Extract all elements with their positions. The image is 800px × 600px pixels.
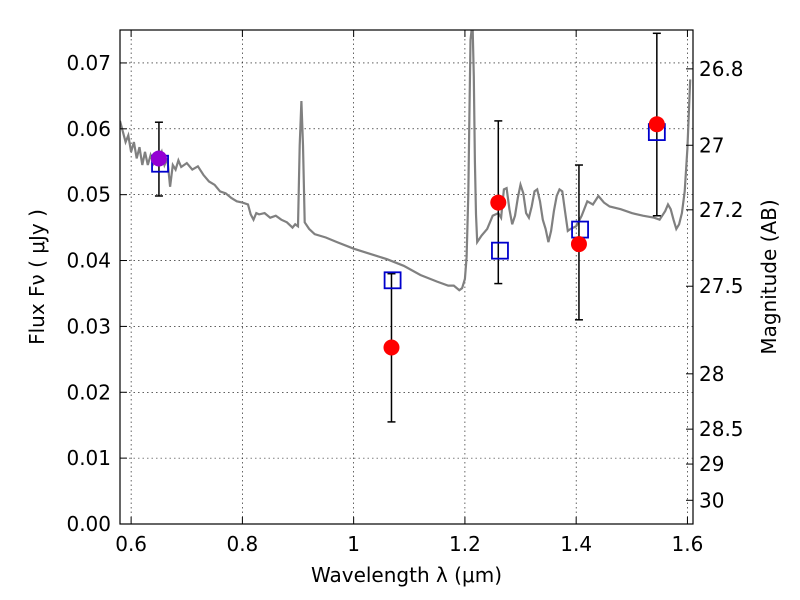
x-tick-label: 0.8 bbox=[226, 532, 258, 556]
spectrum-layer bbox=[120, 30, 692, 292]
y2-tick-label: 29 bbox=[699, 452, 724, 476]
observed-photometry-point bbox=[490, 194, 507, 211]
model-spectrum-line bbox=[120, 30, 692, 292]
x-tick-label: 0.6 bbox=[115, 532, 147, 556]
y2-tick-label: 28 bbox=[699, 362, 724, 386]
observed-photometry-point bbox=[570, 236, 587, 253]
errorbar-layer bbox=[154, 32, 661, 423]
y2-tick-label: 27 bbox=[699, 133, 724, 157]
x-tick-label: 1.2 bbox=[449, 532, 481, 556]
x-tick-label: 1.4 bbox=[560, 532, 592, 556]
y-tick-label: 0.00 bbox=[66, 512, 111, 536]
y2-tick-label: 30 bbox=[699, 488, 724, 512]
observed-photometry-point bbox=[648, 116, 665, 133]
axis-ticks: 0.6 0.8 1 1.2 1.4 1.6 0.00 0.01 0.02 0.03 0.04 0.05… bbox=[66, 30, 744, 556]
y-tick-label: 0.05 bbox=[66, 183, 111, 207]
observed-photometry-point bbox=[150, 150, 167, 167]
y2-tick-label: 28.5 bbox=[699, 417, 744, 441]
y2-axis-label: Magnitude (AB) bbox=[757, 199, 781, 354]
y-tick-label: 0.04 bbox=[66, 249, 111, 273]
y2-tick-label: 27.5 bbox=[699, 274, 744, 298]
model-photometry-square bbox=[571, 220, 589, 239]
observed-photometry-layer bbox=[150, 116, 665, 356]
grid-lines bbox=[120, 30, 693, 525]
y2-tick-label: 27.2 bbox=[699, 198, 744, 222]
model-photometry-layer bbox=[151, 123, 666, 290]
x-tick-label: 1 bbox=[347, 532, 360, 556]
y-tick-label: 0.07 bbox=[66, 51, 111, 75]
y2-tick-label: 26.8 bbox=[699, 57, 744, 81]
model-photometry-square bbox=[383, 271, 402, 290]
observed-photometry-point bbox=[383, 339, 400, 356]
y-tick-label: 0.01 bbox=[66, 446, 111, 470]
y-tick-label: 0.03 bbox=[66, 314, 111, 338]
y-axis-label: Flux Fν ( μJy ) bbox=[25, 209, 49, 345]
x-axis-label: Wavelength λ (μm) bbox=[311, 563, 502, 587]
model-photometry-square bbox=[491, 241, 509, 260]
y-tick-label: 0.06 bbox=[66, 117, 111, 141]
plot-frame bbox=[119, 29, 694, 525]
y-tick-label: 0.02 bbox=[66, 380, 111, 404]
x-tick-label: 1.6 bbox=[672, 532, 704, 556]
